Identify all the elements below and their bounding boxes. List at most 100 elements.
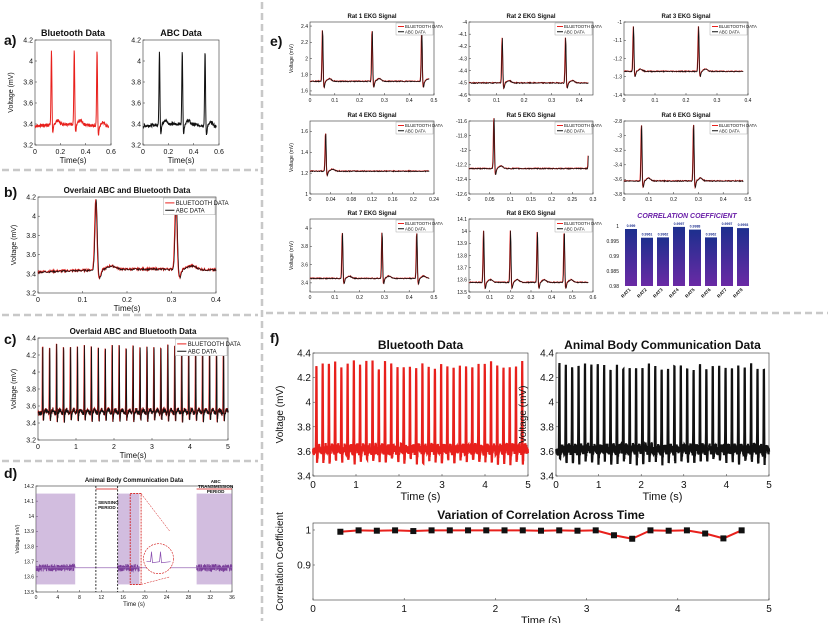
x-tick-label: 0.2: [55, 149, 65, 156]
correlation-point: [337, 528, 344, 535]
chart-title: Rat 5 EKG Signal: [506, 113, 555, 119]
bar-category-label: RAT8: [732, 287, 744, 299]
y-tick-label: 3.8: [297, 422, 311, 433]
y-tick-label: -1.3: [613, 75, 622, 81]
legend-label-bluetooth: BLUETOOTH DATA: [176, 201, 229, 207]
y-tick-label: 14.1: [457, 217, 467, 223]
x-tick-label: 2: [396, 480, 402, 491]
axes-frame: [312, 522, 770, 601]
x-tick-label: 0.08: [346, 197, 356, 203]
legend-box: [395, 22, 434, 36]
legend-box: [174, 338, 228, 356]
chart-e2: 0 0.1 0.2 0.3 0.4 -4.6 -4.5 -4.4 -4.3 -4.2 -4.1 -4 R…: [458, 14, 602, 104]
chart-title: Bluetooth Data: [378, 338, 464, 352]
correlation-point: [610, 532, 617, 539]
bar-rat5: [689, 229, 701, 286]
x-tick-label: 0.1: [78, 297, 88, 304]
x-tick-label: 2: [638, 480, 644, 491]
correlation-segment: [686, 529, 706, 535]
y-tick-label: -3.4: [613, 163, 622, 169]
x-tick-label: 0.3: [714, 98, 721, 104]
bar-value-label: 0.9962: [658, 232, 669, 236]
bar-value-label: 0.999: [627, 224, 636, 228]
x-tick-label: 0.6: [590, 295, 597, 301]
x-tick-label: 1: [401, 604, 407, 615]
x-tick-label: 0.5: [569, 295, 576, 301]
correlation-point: [483, 527, 490, 534]
y-tick-label: 0.98: [609, 284, 619, 290]
legend-label-bluetooth: BLUETOOTH DATA: [564, 221, 602, 226]
x-tick-label: 3: [439, 480, 445, 491]
y-tick-label: 4: [548, 398, 554, 409]
y-tick-label: 3.8: [26, 386, 36, 393]
legend-label-abc: ABC DATA: [719, 29, 740, 34]
x-tick-label: 0.3: [695, 197, 702, 203]
legend-label-abc: ABC DATA: [405, 29, 426, 34]
x-tick-label: 24: [164, 595, 170, 601]
y-axis-label: Voltage (mV): [289, 241, 295, 270]
y-tick-label: -11.8: [456, 133, 467, 139]
series-abc-line: [623, 125, 744, 189]
x-tick-label: 0.4: [745, 98, 752, 104]
x-tick-label: 3: [584, 604, 590, 615]
legend-box: [554, 22, 593, 36]
bar-rat3: [657, 237, 669, 286]
x-tick-label: 0.1: [331, 98, 338, 104]
y-tick-label: 4.2: [26, 194, 36, 201]
series-abc-line: [624, 26, 744, 78]
y-tick-label: -3.2: [613, 148, 622, 154]
y-tick-label: 13.9: [24, 529, 34, 535]
x-tick-label: 0.2: [507, 295, 514, 301]
y-tick-label: 4.4: [26, 335, 36, 342]
y-tick-label: 3.8: [23, 79, 33, 86]
x-tick-label: 36: [229, 595, 235, 601]
correlation-segment: [631, 529, 651, 540]
x-tick-label: 20: [142, 595, 148, 601]
y-tick-label: 4.2: [297, 373, 311, 384]
x-axis-label: Time(s): [114, 304, 141, 313]
x-tick-label: 0.3: [381, 98, 388, 104]
x-tick-label: 0: [36, 444, 40, 451]
bar-rat6: [705, 237, 717, 286]
x-tick-label: 0.5: [431, 98, 438, 104]
bar-value-label: 0.9997: [674, 222, 685, 226]
chart-title: Rat 8 EKG Signal: [506, 211, 555, 217]
series-abc-line: [310, 133, 430, 177]
x-tick-label: 2: [112, 444, 116, 451]
x-tick-label: 0.1: [652, 98, 659, 104]
y-tick-label: 3.4: [540, 472, 554, 483]
correlation-point: [556, 527, 563, 534]
y-tick-label: 1: [305, 192, 308, 198]
y-tick-label: 3.8: [131, 79, 141, 86]
series-bluetooth-line: [34, 50, 109, 136]
legend-label-abc: ABC DATA: [564, 128, 585, 133]
y-tick-label: 13.7: [24, 559, 34, 565]
y-tick-label: 2: [305, 56, 308, 62]
x-tick-label: 3: [681, 480, 687, 491]
y-tick-label: -1.2: [613, 56, 622, 62]
x-tick-label: 4: [675, 604, 681, 615]
legend-label-abc: ABC DATA: [564, 226, 585, 231]
x-tick-label: 8: [78, 595, 81, 601]
y-tick-label: 4: [29, 58, 33, 65]
x-tick-label: 1: [353, 480, 359, 491]
series-abc-line: [37, 344, 229, 423]
chart-title: Rat 3 EKG Signal: [661, 14, 710, 20]
chart-title: Animal Body Communication Data: [85, 478, 184, 484]
x-tick-label: 0.4: [720, 197, 727, 203]
x-tick-label: 0: [35, 595, 38, 601]
y-tick-label: -1: [618, 20, 623, 26]
legend-label-bluetooth: BLUETOOTH DATA: [564, 24, 602, 29]
series-bluetooth-line: [311, 360, 530, 466]
x-tick-label: 28: [186, 595, 192, 601]
y-axis-label: Voltage (mV): [289, 44, 295, 73]
x-tick-label: 0.3: [548, 98, 555, 104]
chart-d: 0 4 8 12 16 20 24 28 32 36 13.5 13.6 13.7 13.8 13.9 14 1…: [15, 478, 235, 608]
legend-label-abc: ABC DATA: [564, 29, 585, 34]
correlation-point: [355, 527, 362, 534]
bar-rat4: [673, 226, 685, 286]
x-tick-label: 1: [74, 444, 78, 451]
correlation-segment: [595, 529, 615, 537]
